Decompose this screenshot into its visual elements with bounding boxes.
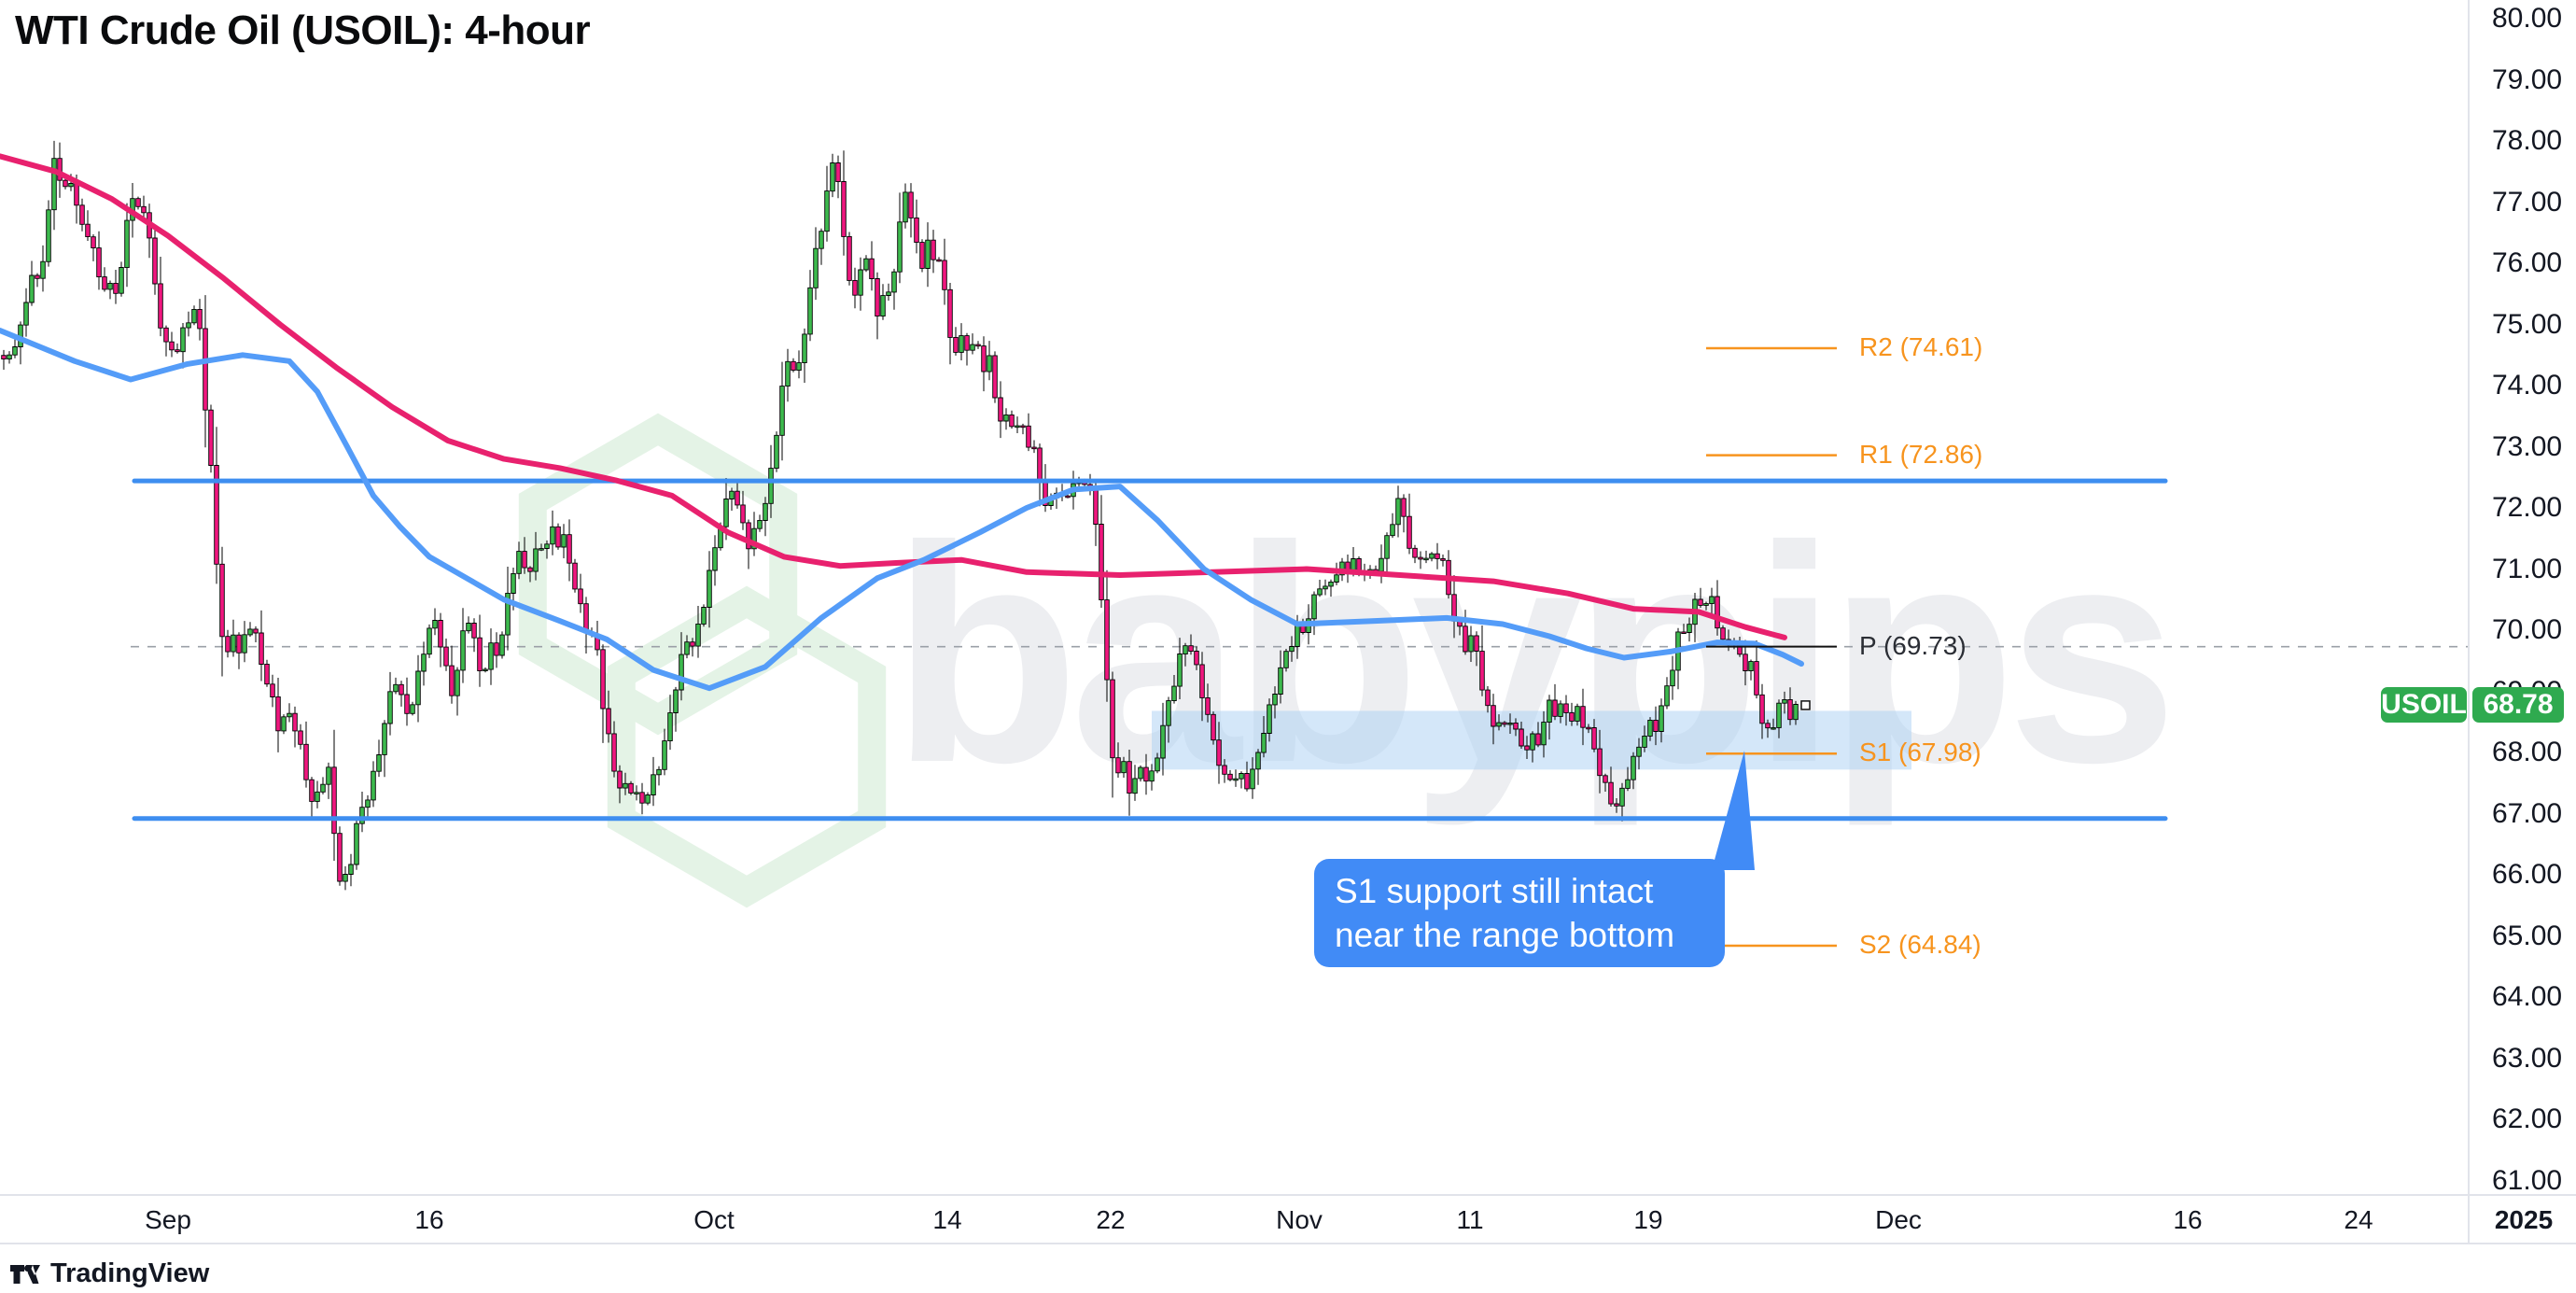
- ma-slow-line[interactable]: [0, 153, 1787, 640]
- last-price-marker: [1800, 700, 1811, 710]
- chart-title: WTI Crude Oil (USOIL): 4-hour: [15, 7, 591, 53]
- watermark-text: babypips: [891, 482, 2169, 828]
- tradingview-attribution[interactable]: TradingView: [9, 1258, 209, 1289]
- tradingview-brand-text: TradingView: [50, 1258, 210, 1288]
- callout-line2: near the range bottom: [1335, 916, 1675, 954]
- last-price-badge: USOIL 68.78: [2381, 687, 2564, 723]
- callout-line1: S1 support still intact: [1335, 872, 1654, 910]
- price-chip: 68.78: [2472, 687, 2564, 723]
- ma-fast-line[interactable]: [0, 328, 1804, 692]
- annotation-callout: S1 support still intact near the range b…: [1314, 859, 1725, 967]
- symbol-chip: USOIL: [2381, 687, 2467, 723]
- tradingview-logo-icon: [10, 1264, 40, 1284]
- babypips-watermark: babypips: [518, 413, 2178, 908]
- callout-arrow: [1712, 751, 1755, 870]
